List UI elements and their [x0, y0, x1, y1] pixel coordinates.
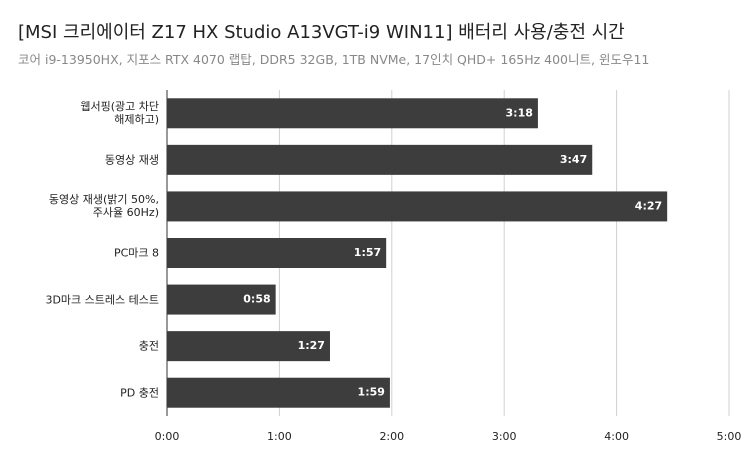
- x-tick-label: 5:00: [717, 430, 742, 443]
- chart-subtitle: 코어 i9-13950HX, 지포스 RTX 4070 랩탑, DDR5 32G…: [18, 52, 650, 67]
- bar: [167, 284, 276, 315]
- y-tick-label: 동영상 재생(밝기 50%, 주사율 60Hz): [48, 193, 159, 220]
- bar: [167, 191, 668, 222]
- y-tick-label: 충전: [138, 339, 159, 353]
- value-label: 1:59: [358, 386, 385, 399]
- y-tick-label: 웹서핑(광고 차단 해제하고): [80, 100, 159, 127]
- bar: [167, 98, 538, 129]
- value-label: 1:27: [298, 339, 325, 352]
- y-tick-label: PD 충전: [120, 386, 159, 400]
- x-tick-label: 1:00: [267, 430, 292, 443]
- x-tick-label: 0:00: [155, 430, 180, 443]
- value-label: 3:47: [560, 153, 587, 166]
- x-tick-label: 4:00: [604, 430, 629, 443]
- value-label: 1:57: [354, 246, 381, 259]
- y-tick-label: 동영상 재생: [104, 153, 159, 167]
- y-tick-label: PC마크 8: [113, 246, 159, 260]
- x-tick-label: 3:00: [492, 430, 517, 443]
- bar: [167, 144, 593, 175]
- bar: [167, 238, 387, 268]
- chart-title: [MSI 크리에이터 Z17 HX Studio A13VGT-i9 WIN11…: [18, 22, 625, 43]
- value-label: 4:27: [635, 199, 662, 212]
- bar: [167, 377, 390, 408]
- y-tick-label: 3D마크 스트레스 테스트: [45, 293, 159, 307]
- x-tick-label: 2:00: [379, 430, 404, 443]
- value-label: 0:58: [243, 293, 270, 306]
- bar: [167, 331, 330, 362]
- value-label: 3:18: [506, 106, 533, 119]
